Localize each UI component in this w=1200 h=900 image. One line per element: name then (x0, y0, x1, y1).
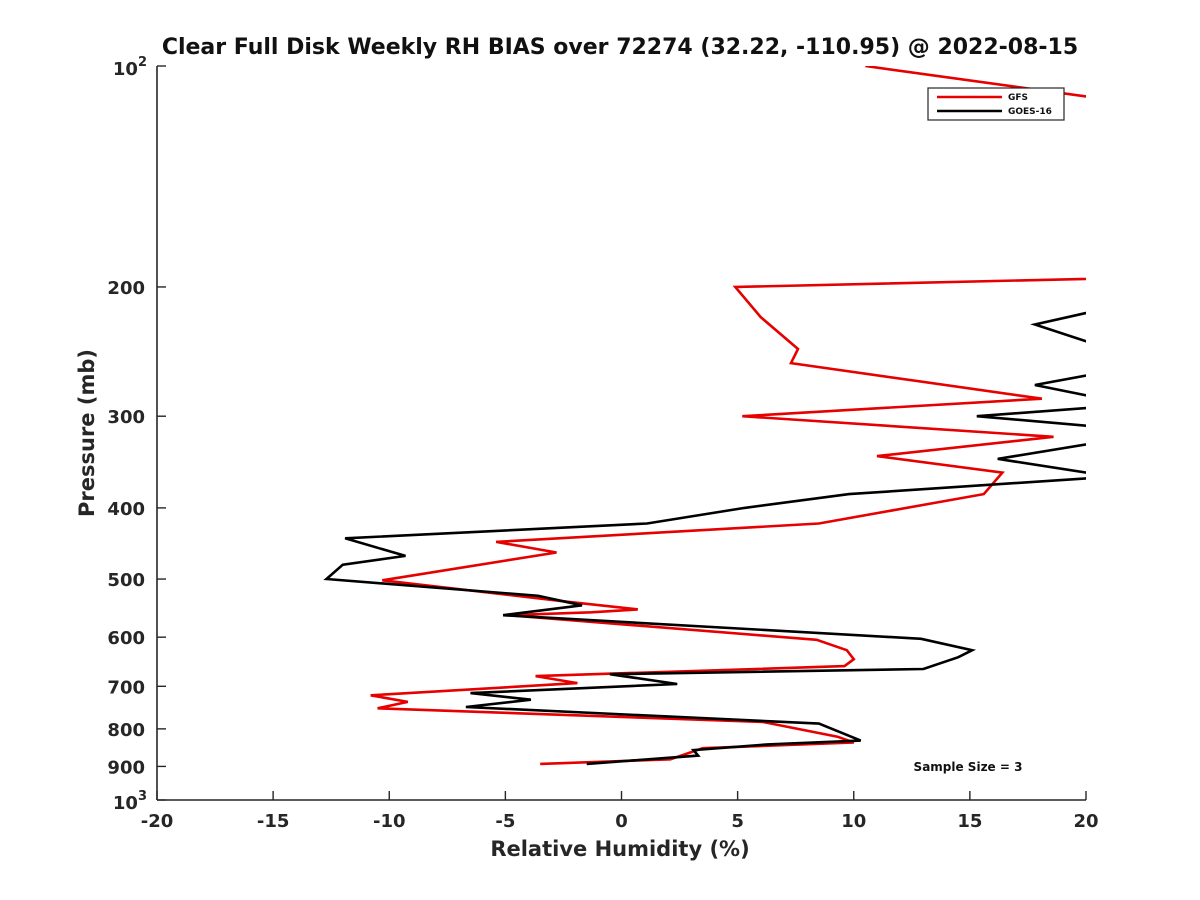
x-tick-label: -10 (373, 811, 406, 832)
y-tick-label: 800 (107, 720, 145, 741)
x-tick-label: 5 (731, 811, 744, 832)
y-tick-label: 103 (113, 789, 147, 814)
x-axis-label: Relative Humidity (%) (490, 837, 749, 861)
legend: GFS GOES-16 (927, 87, 1065, 121)
y-tick-base: 10 (113, 793, 138, 814)
y-tick-label: 400 (107, 499, 145, 520)
x-tick-label: 10 (841, 811, 866, 832)
chart-title: Clear Full Disk Weekly RH BIAS over 7227… (162, 35, 1078, 60)
y-tick-label: 500 (107, 570, 145, 591)
series-layer (323, 66, 1086, 766)
legend-label-gfs: GFS (1008, 93, 1028, 103)
axes-layer (156, 66, 1086, 801)
x-tick-label: -20 (141, 811, 174, 832)
x-tick-label: -5 (495, 811, 515, 832)
y-tick-exponent: 3 (138, 789, 147, 804)
x-tick-label: 0 (615, 811, 628, 832)
y-tick-base: 10 (113, 59, 138, 80)
x-tick-label: -15 (257, 811, 290, 832)
y-tick-label: 700 (107, 677, 145, 698)
y-axis-label: Pressure (mb) (75, 349, 99, 517)
y-tick-label: 102 (113, 55, 147, 80)
series-line-goes16 (323, 311, 1086, 766)
y-tick-label: 900 (107, 757, 145, 778)
y-tick-label: 600 (107, 628, 145, 649)
y-tick-label: 300 (107, 407, 145, 428)
x-tick-label: 20 (1073, 811, 1098, 832)
x-tick-label: 15 (957, 811, 982, 832)
y-tick-exponent: 2 (138, 55, 147, 70)
legend-label-goes16: GOES-16 (1008, 107, 1052, 117)
sample-size-annotation: Sample Size = 3 (914, 760, 1023, 774)
legend-box (927, 87, 1065, 121)
x-ticks: -20 -15 -10 -5 0 5 10 15 20 (141, 791, 1099, 832)
y-tick-label: 200 (107, 278, 145, 299)
